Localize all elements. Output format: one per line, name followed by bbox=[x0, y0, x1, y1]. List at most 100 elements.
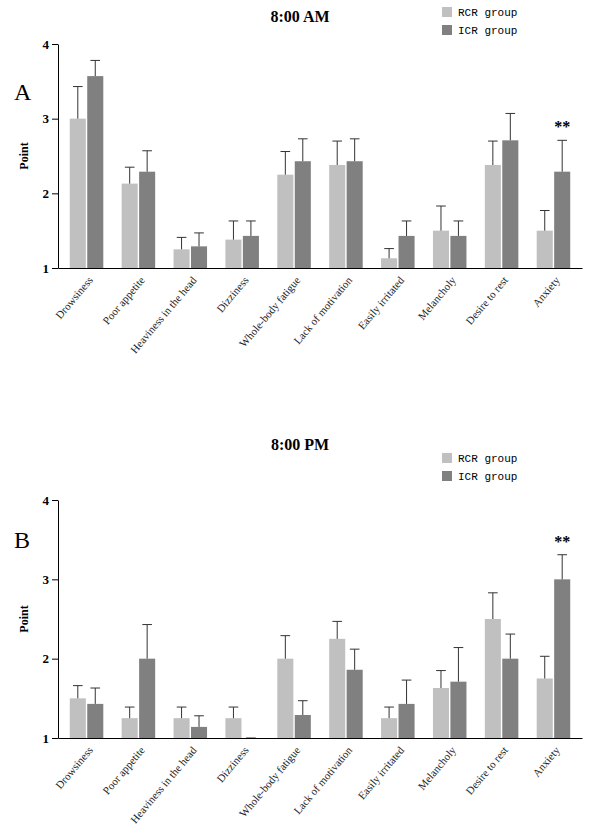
bar bbox=[174, 718, 190, 738]
bar bbox=[225, 240, 241, 268]
series bbox=[87, 555, 570, 738]
panel-label: B bbox=[14, 527, 30, 553]
x-tick: Easily irritated bbox=[355, 738, 406, 802]
y-axis-title: Point bbox=[17, 142, 31, 169]
error-bar bbox=[384, 249, 394, 259]
chart-panel: 1 2 3 4 DrowsinessPoor appetiteHeaviness in … bbox=[14, 436, 583, 825]
legend-label: ICR group bbox=[458, 25, 517, 37]
error-bar bbox=[350, 139, 360, 161]
x-tick-label: Lack of motivation bbox=[291, 274, 355, 347]
bar bbox=[537, 679, 553, 739]
y-tick-mark bbox=[52, 659, 58, 660]
error-bar bbox=[454, 648, 464, 682]
legend: RCR groupICR group bbox=[442, 453, 517, 483]
y-tick: 4 bbox=[43, 493, 59, 508]
y-tick-mark bbox=[52, 119, 58, 120]
x-tick-label: Poor appetite bbox=[100, 744, 147, 796]
x-tick-label: Desire to rest bbox=[463, 744, 510, 797]
bar bbox=[277, 175, 293, 268]
error-bar bbox=[90, 688, 100, 704]
bar bbox=[433, 231, 449, 268]
bar bbox=[502, 659, 518, 738]
x-tick-label: Drowsiness bbox=[53, 744, 95, 791]
y-tick-label: 3 bbox=[43, 572, 50, 587]
error-bar bbox=[281, 636, 291, 659]
y-tick-label: 1 bbox=[43, 731, 50, 746]
error-bar bbox=[557, 140, 567, 171]
bar bbox=[347, 670, 363, 738]
error-bar bbox=[488, 141, 498, 165]
chart-title: 8:00 AM bbox=[270, 8, 329, 25]
x-axis-line bbox=[59, 738, 583, 739]
bar bbox=[554, 172, 570, 268]
x-tick-label: Lack of motivation bbox=[291, 744, 355, 817]
bar bbox=[554, 579, 570, 738]
x-tick-label: Melancholy bbox=[415, 274, 458, 322]
bar bbox=[191, 727, 207, 738]
error-bar bbox=[505, 634, 515, 659]
x-tick-label: Heaviness in the head bbox=[128, 274, 199, 356]
legend-label: RCR group bbox=[458, 7, 517, 19]
x-tick-label: Dizziness bbox=[214, 274, 251, 314]
y-tick-mark bbox=[52, 44, 58, 45]
x-tick: Drowsiness bbox=[53, 268, 95, 321]
x-tick-label: Desire to rest bbox=[463, 274, 510, 327]
x-tick: Melancholy bbox=[415, 268, 458, 322]
error-bar bbox=[298, 139, 308, 161]
y-axis-line bbox=[58, 45, 59, 269]
y-tick-label: 4 bbox=[43, 37, 50, 52]
error-bar bbox=[229, 221, 239, 240]
x-tick: Desire to rest bbox=[463, 738, 510, 797]
bar bbox=[450, 682, 466, 738]
x-tick: Poor appetite bbox=[100, 268, 147, 326]
y-tick-label: 4 bbox=[43, 493, 50, 508]
error-bar bbox=[488, 593, 498, 619]
y-tick: 4 bbox=[43, 37, 59, 52]
y-tick-label: 2 bbox=[43, 186, 50, 201]
y-tick-mark bbox=[52, 738, 58, 739]
x-tick: Drowsiness bbox=[53, 738, 95, 791]
legend: RCR group ICR group bbox=[442, 7, 517, 37]
bar bbox=[122, 718, 138, 738]
error-bar bbox=[402, 680, 412, 704]
legend-swatch bbox=[442, 25, 452, 35]
x-tick-label: Melancholy bbox=[415, 744, 458, 792]
y-tick: 1 bbox=[43, 261, 59, 276]
bar bbox=[191, 246, 207, 268]
x-tick: Heaviness in the head bbox=[128, 738, 199, 825]
bar bbox=[139, 172, 155, 268]
bar bbox=[70, 119, 86, 268]
y-axis-line bbox=[58, 501, 59, 739]
y-axis: 1 2 3 4 bbox=[43, 37, 59, 276]
bar bbox=[122, 184, 138, 268]
bar bbox=[243, 738, 259, 739]
bar bbox=[70, 698, 86, 738]
error-bar bbox=[332, 141, 342, 165]
y-tick: 2 bbox=[43, 651, 59, 666]
y-tick: 3 bbox=[43, 111, 59, 126]
series bbox=[70, 87, 553, 268]
legend-swatch bbox=[442, 471, 452, 481]
plot-area bbox=[70, 60, 570, 268]
y-axis: 1 2 3 4 bbox=[43, 493, 59, 746]
bar bbox=[399, 704, 415, 738]
bar bbox=[433, 688, 449, 738]
error-bar bbox=[246, 221, 256, 236]
bar bbox=[225, 718, 241, 738]
x-tick-label: Anxiety bbox=[530, 274, 562, 309]
error-bar bbox=[540, 211, 550, 231]
x-axis-line bbox=[59, 268, 583, 269]
y-tick-label: 3 bbox=[43, 111, 50, 126]
y-axis-title: Point bbox=[17, 605, 31, 632]
legend-swatch bbox=[442, 7, 452, 17]
x-tick: Anxiety bbox=[530, 268, 562, 309]
x-tick: Poor appetite bbox=[100, 738, 147, 796]
bar bbox=[485, 619, 501, 738]
bar bbox=[381, 718, 397, 738]
error-bar bbox=[298, 701, 308, 715]
bar bbox=[537, 231, 553, 268]
error-bar bbox=[281, 152, 291, 175]
x-tick-label: Easily irritated bbox=[355, 744, 406, 802]
error-bar bbox=[125, 167, 135, 183]
legend-swatch bbox=[442, 453, 452, 463]
